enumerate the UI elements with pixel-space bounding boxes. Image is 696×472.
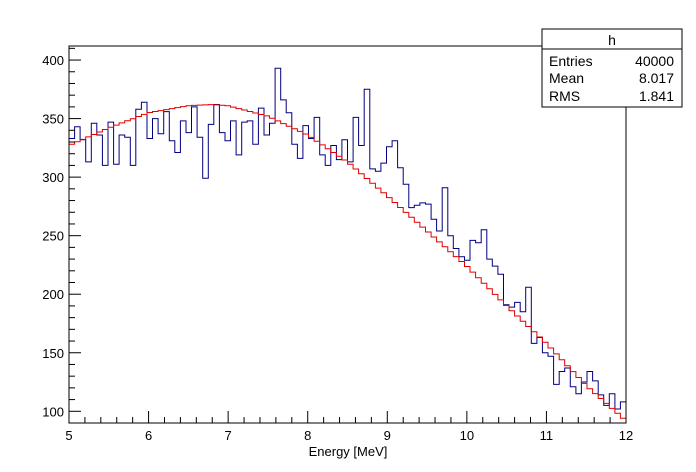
stats-mean-value: 8.017: [639, 70, 674, 86]
y-axis: 100 150 200 250 300 350 400: [42, 47, 81, 424]
x-axis-title: Energy [MeV]: [309, 444, 388, 459]
x-tick-label: 11: [540, 428, 554, 443]
y-tick-label: 400: [42, 53, 64, 68]
fit-curve-series: [69, 104, 626, 419]
stats-mean-label: Mean: [549, 70, 584, 86]
x-tick-label: 5: [65, 428, 72, 443]
y-tick-label: 350: [42, 112, 64, 127]
stats-entries-value: 40000: [635, 53, 674, 69]
y-tick-label: 100: [42, 404, 64, 419]
histogram-step-line: [69, 67, 626, 410]
y-tick-label: 300: [42, 170, 64, 185]
x-tick-label: 6: [145, 428, 152, 443]
x-tick-label: 10: [460, 428, 474, 443]
fit-curve-line: [69, 104, 626, 419]
x-tick-label: 7: [225, 428, 232, 443]
x-tick-label: 8: [304, 428, 311, 443]
y-tick-label: 150: [42, 346, 64, 361]
stats-rms-label: RMS: [549, 88, 580, 104]
stats-box-frame: [541, 28, 683, 108]
x-axis: 5 6 7 8 9 10 11 12: [65, 411, 633, 443]
y-tick-label: 200: [42, 287, 64, 302]
histogram-series: [69, 67, 626, 410]
plot-frame: [68, 45, 627, 424]
stats-entries-label: Entries: [549, 53, 593, 69]
stats-box: h Entries 40000 Mean 8.017 RMS 1.841: [541, 28, 683, 108]
x-tick-label: 12: [619, 428, 633, 443]
y-tick-label: 250: [42, 229, 64, 244]
stats-rms-value: 1.841: [639, 88, 674, 104]
x-tick-label: 9: [384, 428, 391, 443]
stats-box-title: h: [608, 32, 616, 48]
